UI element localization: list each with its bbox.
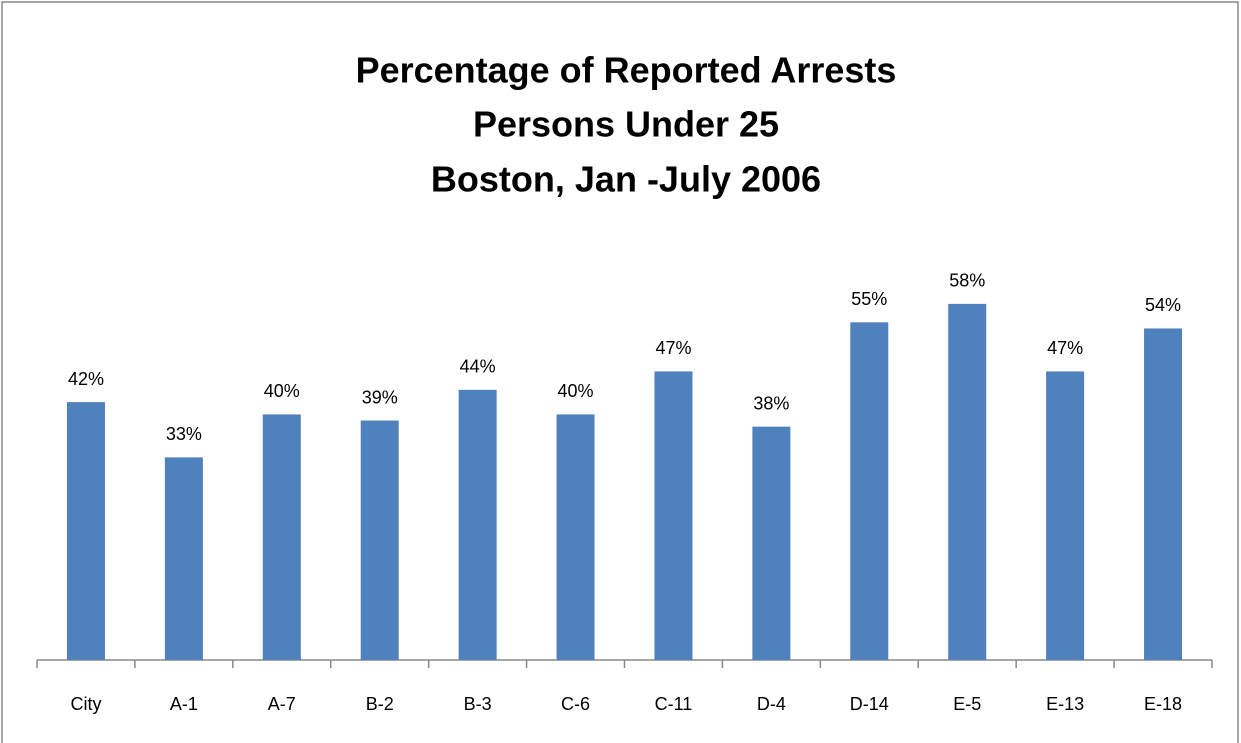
bar (66, 402, 105, 660)
data-label: 55% (851, 289, 887, 309)
x-tick-label: A-7 (268, 694, 296, 714)
data-label: 38% (753, 393, 789, 413)
data-label: 40% (264, 381, 300, 401)
chart-title: Persons Under 25 (473, 104, 779, 145)
bar (850, 322, 889, 660)
bar (1144, 328, 1183, 660)
x-tick-label: D-4 (757, 694, 786, 714)
x-tick-label: B-2 (366, 694, 394, 714)
x-tick-label: E-13 (1046, 694, 1084, 714)
data-label: 42% (68, 369, 104, 389)
bar (556, 414, 595, 660)
bar (164, 457, 203, 660)
x-tick-label: D-14 (850, 694, 889, 714)
bar (654, 371, 693, 660)
x-tick-label: City (70, 694, 101, 714)
x-tick-label: C-6 (561, 694, 590, 714)
data-label: 44% (460, 357, 496, 377)
data-label: 39% (362, 387, 398, 407)
chart-title: Boston, Jan -July 2006 (431, 159, 821, 200)
x-tick-label: A-1 (170, 694, 198, 714)
data-label: 47% (1047, 338, 1083, 358)
x-tick-label: C-11 (655, 694, 693, 714)
x-tick-label: E-5 (953, 694, 981, 714)
bar (752, 426, 791, 660)
x-tick-label: B-3 (464, 694, 492, 714)
bar (1046, 371, 1085, 660)
data-label: 58% (949, 271, 985, 291)
x-tick-label: E-18 (1144, 694, 1182, 714)
bar (948, 303, 987, 660)
bar (360, 420, 399, 660)
data-label: 47% (655, 338, 691, 358)
data-label: 54% (1145, 295, 1181, 315)
data-label: 33% (166, 424, 202, 444)
bar (458, 389, 497, 660)
data-label: 40% (558, 381, 594, 401)
bar (262, 414, 301, 660)
chart-title: Percentage of Reported Arrests (356, 50, 897, 91)
